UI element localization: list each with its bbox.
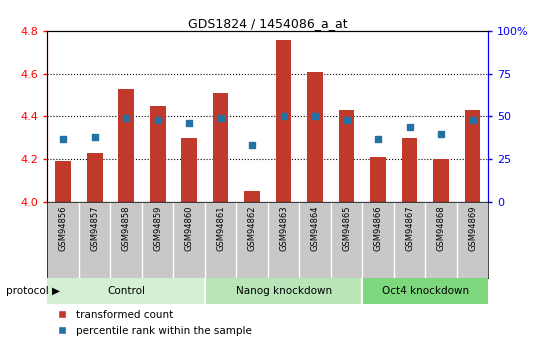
Text: GSM94868: GSM94868: [436, 206, 445, 251]
Bar: [213, 93, 228, 202]
Title: GDS1824 / 1454086_a_at: GDS1824 / 1454086_a_at: [188, 17, 348, 30]
Text: GSM94866: GSM94866: [373, 206, 383, 251]
Point: [59, 136, 68, 141]
Text: GSM94858: GSM94858: [122, 206, 131, 251]
Text: GSM94865: GSM94865: [342, 206, 351, 251]
Point: [216, 115, 225, 121]
Bar: [205, 278, 362, 304]
Point: [248, 143, 257, 148]
Text: Control: Control: [107, 286, 145, 296]
Text: GSM94856: GSM94856: [59, 206, 68, 251]
Text: GSM94867: GSM94867: [405, 206, 414, 251]
Bar: [244, 191, 260, 202]
Point: [311, 114, 320, 119]
Text: GSM94861: GSM94861: [216, 206, 225, 251]
Point: [185, 120, 194, 126]
Bar: [433, 159, 449, 202]
Bar: [181, 138, 197, 202]
Text: GSM94864: GSM94864: [311, 206, 320, 251]
Bar: [362, 278, 488, 304]
Text: protocol ▶: protocol ▶: [6, 286, 60, 296]
Bar: [370, 157, 386, 202]
Bar: [402, 138, 417, 202]
Bar: [87, 153, 103, 202]
Point: [90, 134, 99, 140]
Point: [468, 117, 477, 122]
Text: Nanog knockdown: Nanog knockdown: [235, 286, 331, 296]
Text: GSM94859: GSM94859: [153, 206, 162, 251]
Text: GSM94863: GSM94863: [279, 206, 288, 251]
Bar: [307, 72, 323, 202]
Point: [279, 114, 288, 119]
Text: Oct4 knockdown: Oct4 knockdown: [382, 286, 469, 296]
Text: GSM94857: GSM94857: [90, 206, 99, 251]
Bar: [276, 40, 291, 202]
Point: [374, 136, 383, 141]
Bar: [118, 89, 134, 202]
Point: [122, 115, 131, 121]
Bar: [47, 278, 205, 304]
Text: GSM94860: GSM94860: [185, 206, 194, 251]
Bar: [339, 110, 354, 202]
Text: GSM94869: GSM94869: [468, 206, 477, 251]
Text: GSM94862: GSM94862: [248, 206, 257, 251]
Legend: transformed count, percentile rank within the sample: transformed count, percentile rank withi…: [52, 306, 256, 340]
Point: [153, 117, 162, 122]
Bar: [465, 110, 480, 202]
Point: [405, 124, 414, 129]
Bar: [150, 106, 166, 202]
Point: [436, 131, 445, 136]
Bar: [55, 161, 71, 202]
Point: [342, 117, 351, 122]
